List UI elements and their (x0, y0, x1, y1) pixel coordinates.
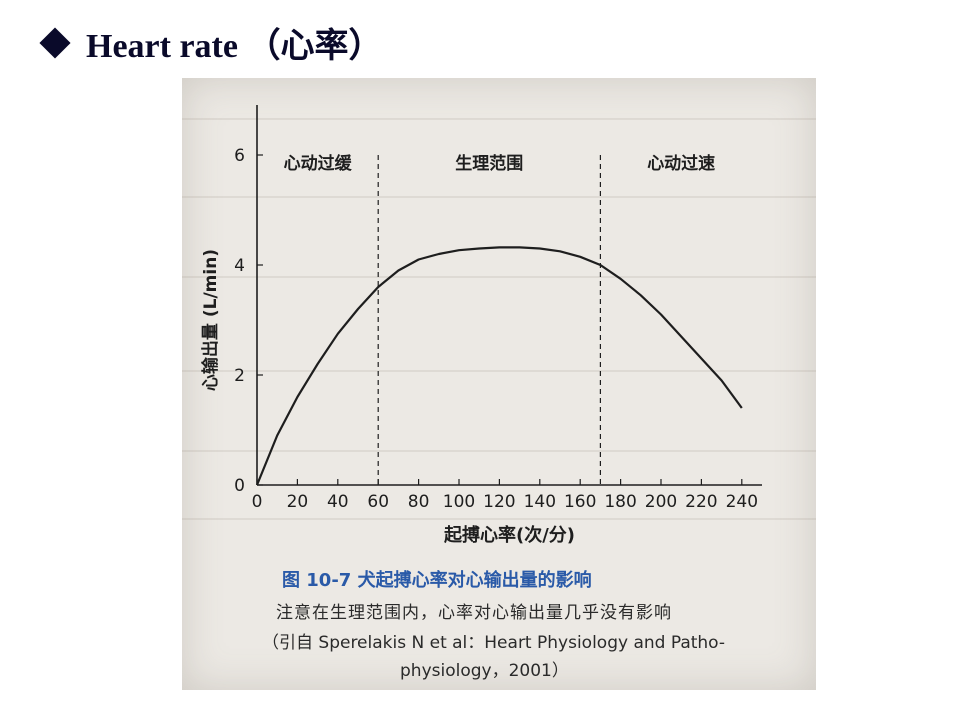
x-tick-label: 220 (685, 492, 717, 512)
y-tick-label: 0 (234, 476, 245, 496)
x-tick-label: 40 (327, 492, 349, 512)
y-tick-label: 2 (234, 366, 245, 386)
slide-title: Heart rate （心率） (39, 18, 383, 67)
region-label: 生理范围 (455, 153, 523, 174)
x-tick-label: 20 (287, 492, 309, 512)
slide-title-text: Heart rate （心率） (86, 28, 383, 65)
x-tick-label: 120 (483, 492, 515, 512)
x-tick-label: 100 (443, 492, 475, 512)
x-tick-label: 0 (252, 492, 263, 512)
x-tick-label: 140 (524, 492, 556, 512)
figure-caption-source-cont: physiology，2001） (400, 661, 569, 681)
x-tick-label: 200 (645, 492, 677, 512)
region-label: 心动过缓 (284, 153, 353, 174)
x-tick-label: 180 (604, 492, 636, 512)
x-tick-label: 80 (408, 492, 430, 512)
region-label: 心动过速 (647, 153, 715, 174)
x-axis-label: 起搏心率(次/分) (443, 524, 575, 546)
figure-caption-source: （引自 Sperelakis N et al：Heart Physiology … (262, 633, 726, 653)
y-axis-label: 心输出量 (L/min) (200, 249, 221, 391)
x-tick-label: 160 (564, 492, 596, 512)
figure-caption-note: 注意在生理范围内，心率对心输出量几乎没有影响 (276, 603, 672, 623)
x-tick-label: 240 (726, 492, 758, 512)
y-tick-label: 6 (234, 146, 245, 166)
scanned-figure (182, 78, 816, 690)
y-tick-label: 4 (234, 256, 245, 276)
x-tick-label: 60 (367, 492, 389, 512)
cardiac-output-curve (255, 246, 743, 486)
figure-caption-title: 图 10-7 犬起搏心率对心输出量的影响 (282, 570, 592, 591)
